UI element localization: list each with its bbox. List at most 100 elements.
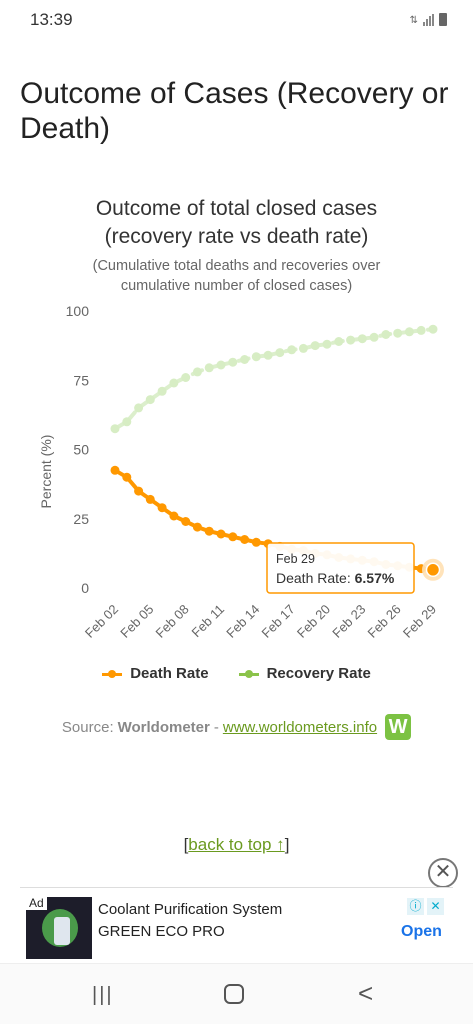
data-point-death-rate	[216, 529, 226, 539]
y-axis: 0 25 50 75 100 Percent (%)	[38, 303, 89, 596]
x-tick-label: Feb 05	[117, 602, 156, 641]
data-point-death-rate	[192, 522, 202, 532]
ad-dismiss-icon[interactable]: ✕	[427, 898, 444, 915]
tooltip-box	[266, 542, 415, 594]
data-transfer-icon: ⇅	[409, 15, 418, 26]
chart-title: Outcome of total closed cases (recovery …	[0, 195, 473, 251]
data-point-death-rate	[134, 486, 144, 496]
tooltip-date: Feb 29	[276, 552, 315, 566]
source-credit: Source: Worldometer - www.worldometers.i…	[0, 714, 473, 740]
data-point-recovery-rate	[357, 334, 367, 344]
data-point-recovery-rate	[240, 355, 250, 364]
back-icon[interactable]: <	[358, 978, 374, 1008]
data-point-recovery-rate	[416, 325, 426, 335]
x-tick-label: Feb 23	[329, 602, 368, 641]
tooltip-label: Death Rate: 6.57%	[276, 570, 395, 586]
ad-banner[interactable]: Ad Coolant Purification System GREEN ECO…	[0, 893, 473, 963]
source-name: Worldometer	[117, 718, 210, 736]
data-point-death-rate	[240, 535, 250, 544]
data-point-death-rate	[169, 511, 179, 521]
ad-subtitle[interactable]: GREEN ECO PRO	[98, 923, 225, 940]
data-point-recovery-rate	[298, 343, 308, 353]
y-tick-label: 0	[81, 580, 89, 596]
legend-death-rate-label: Death Rate	[130, 665, 209, 682]
x-tick-label: Feb 08	[153, 602, 192, 641]
data-point-recovery-rate	[428, 324, 438, 334]
data-point-death-rate	[145, 494, 155, 504]
ad-open-button[interactable]: Open	[401, 923, 442, 940]
x-tick-label: Feb 02	[82, 602, 121, 641]
legend-item-recovery-rate[interactable]: Recovery Rate	[238, 665, 371, 682]
data-point-death-rate	[110, 465, 120, 475]
ad-choices[interactable]: ⓘ ✕	[407, 898, 444, 915]
x-tick-label: Feb 26	[365, 602, 404, 641]
data-point-recovery-rate	[192, 367, 202, 377]
y-tick-label: 50	[73, 442, 89, 458]
data-point-recovery-rate	[157, 386, 167, 396]
data-point-death-rate	[251, 537, 261, 547]
x-tick-label: Feb 14	[223, 602, 262, 641]
source-prefix: Source:	[61, 718, 114, 736]
data-point-recovery-rate	[393, 328, 403, 338]
data-point-recovery-rate	[169, 378, 179, 388]
data-point-recovery-rate	[404, 327, 414, 337]
page-title: Outcome of Cases (Recovery or Death)	[20, 77, 449, 145]
back-to-top: [back to top ↑]	[0, 835, 473, 855]
data-point-recovery-rate	[381, 330, 391, 339]
y-tick-label: 75	[73, 372, 89, 388]
data-point-recovery-rate	[216, 360, 226, 370]
data-point-death-rate	[157, 503, 167, 513]
data-point-recovery-rate	[181, 373, 191, 382]
y-axis-label: Percent (%)	[38, 435, 54, 509]
legend-item-death-rate[interactable]: Death Rate	[102, 665, 209, 682]
source-separator: -	[213, 718, 219, 736]
x-tick-label: Feb 29	[400, 602, 439, 641]
battery-icon	[439, 13, 447, 26]
source-link[interactable]: www.worldometers.info	[222, 718, 378, 736]
ad-filter-shape	[54, 917, 70, 945]
ad-info-icon[interactable]: ⓘ	[407, 898, 424, 915]
ad-title[interactable]: Coolant Purification System	[98, 901, 283, 918]
chart-subtitle: (Cumulative total deaths and recoveries …	[92, 258, 381, 294]
back-to-top-open-bracket: [	[183, 835, 189, 854]
y-tick-label: 100	[66, 303, 90, 319]
data-point-recovery-rate	[287, 345, 297, 355]
status-time: 13:39	[30, 10, 73, 29]
data-point-recovery-rate	[110, 424, 120, 434]
data-point-recovery-rate	[346, 335, 356, 345]
worldometer-logo-icon[interactable]: W	[385, 714, 412, 740]
y-tick-label: 25	[73, 511, 89, 527]
data-point-recovery-rate	[251, 352, 261, 362]
data-point-recovery-rate	[310, 341, 320, 351]
signal-icon	[423, 14, 434, 26]
data-point-recovery-rate	[275, 348, 285, 358]
back-to-top-close-bracket: ]	[284, 835, 290, 854]
back-to-top-link[interactable]: back to top ↑	[188, 835, 285, 854]
tooltip-value: 6.57%	[355, 570, 395, 586]
ad-close-button[interactable]: ✕	[428, 858, 458, 888]
legend-death-rate-symbol	[102, 668, 123, 680]
ad-badge: Ad	[26, 896, 47, 910]
x-tick-label: Feb 17	[259, 602, 298, 641]
data-point-recovery-rate	[322, 339, 332, 349]
data-point-death-rate	[228, 532, 238, 542]
chart-tooltip: Feb 29 Death Rate: 6.57%	[266, 542, 444, 594]
data-point-recovery-rate	[145, 395, 155, 405]
recent-apps-icon[interactable]: |||	[92, 984, 114, 1006]
system-nav-bar: ||| <	[0, 963, 473, 1024]
data-point-recovery-rate	[204, 363, 214, 373]
status-icons: ⇅	[410, 12, 447, 26]
chart-legend: Death Rate Recovery Rate	[0, 665, 473, 682]
legend-recovery-rate-symbol	[238, 668, 259, 680]
data-point-recovery-rate	[334, 337, 344, 346]
data-point-recovery-rate	[122, 417, 132, 427]
status-bar: 13:39 ⇅	[0, 0, 473, 40]
home-icon[interactable]	[224, 984, 244, 1004]
data-point-death-rate	[122, 472, 132, 482]
legend-recovery-rate-label: Recovery Rate	[266, 665, 371, 682]
series-line-recovery-rate	[113, 327, 435, 431]
data-point-recovery-rate	[263, 350, 273, 360]
ad-divider	[20, 887, 453, 888]
